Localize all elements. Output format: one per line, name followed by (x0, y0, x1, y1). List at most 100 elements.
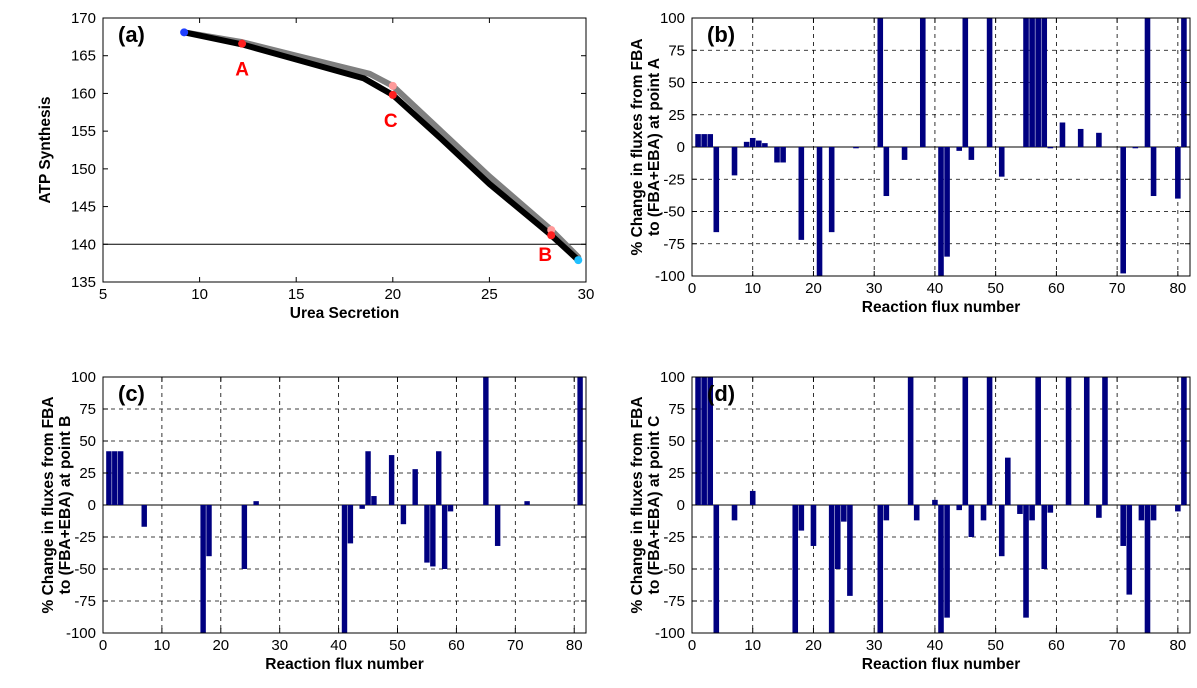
panel-d-x-tick-label: 20 (805, 637, 822, 654)
panel-c-bar (253, 501, 259, 505)
panel-d-bar (913, 505, 920, 521)
panel-a-y-tick-label: 160 (71, 85, 96, 102)
panel-a-label: (a) (118, 22, 145, 47)
panel-d-y-tick-label: -25 (663, 529, 685, 546)
panel-d-bar (986, 377, 993, 505)
panel-d-bar (968, 505, 975, 537)
panel-b-bar (816, 147, 823, 276)
panel-d-bar (1181, 377, 1187, 505)
panel-b-bar (749, 137, 756, 147)
panel-b-bar (1181, 18, 1187, 147)
panel-b-bar (998, 147, 1005, 177)
panel-d-bar (713, 505, 720, 633)
panel-c-bar (341, 505, 348, 633)
panel-d-bar (932, 499, 938, 505)
panel-c-y-axis-label-line-2: to (FBA+EBA) at point B (57, 416, 74, 595)
panel-c-bar (412, 469, 418, 505)
panel-b-bar (1029, 18, 1035, 147)
panel-b-y-axis-label-line-2: to (FBA+EBA) at point A (646, 58, 663, 236)
panel-d-x-tick-label: 10 (744, 637, 761, 654)
panel-d-bar (1023, 505, 1029, 618)
panel-b-bar (938, 147, 944, 276)
panel-b-bar (774, 147, 780, 163)
panel-b-y-tick-label: -75 (663, 236, 685, 253)
panel-b-bar (798, 147, 805, 240)
panel-a-marker-point (574, 256, 583, 265)
panel-c-bar (430, 505, 436, 567)
panel-c-bar (494, 505, 501, 546)
panel-b-y-tick-label: 0 (677, 139, 685, 156)
panel-c-x-tick-label: 20 (212, 637, 229, 654)
panel-b-bar (1059, 122, 1066, 147)
panel-b-y-tick-label: 75 (668, 42, 685, 59)
panel-c-y-tick-label: 75 (79, 401, 96, 418)
panel-b-bar (780, 147, 786, 163)
panel-c-label: (c) (118, 381, 145, 406)
panel-d-flux-change-point-c-chart: 0 10 20 30 40 50 60 70 80 -100 -75 -50 -25 0 25 50 75 100… (629, 369, 1191, 673)
panel-d-x-tick-label: 50 (987, 637, 1004, 654)
panel-d-bar (1144, 505, 1151, 633)
panel-d-bar (1120, 505, 1126, 546)
panel-c-bar (359, 505, 365, 509)
panel-a-x-tick-label: 25 (481, 286, 498, 303)
panel-d-bar (1005, 457, 1011, 505)
panel-c-x-tick-label: 10 (154, 637, 171, 654)
panel-b-bar (853, 147, 859, 149)
panel-d-x-tick-label: 40 (927, 637, 944, 654)
panel-d-bar (956, 505, 963, 511)
panel-b-bar (1175, 147, 1181, 199)
panel-b-bar (962, 18, 969, 147)
panel-b-y-tick-label: -25 (663, 171, 685, 188)
panel-b-bar (1132, 147, 1139, 149)
panel-d-x-tick-label: 70 (1109, 637, 1126, 654)
panel-a-x-tick-label: 30 (578, 286, 595, 303)
panel-b-bar (1120, 147, 1126, 274)
panel-d-bar (1035, 377, 1041, 505)
panel-d-x-tick-label: 60 (1048, 637, 1065, 654)
panel-b-bar (956, 147, 963, 151)
panel-a-x-axis-label: Urea Secretion (290, 305, 399, 322)
panel-a-y-tick-label: 140 (71, 236, 96, 253)
panel-b-bar (1150, 147, 1157, 197)
panel-d-bar (834, 505, 841, 569)
panel-c-bar (206, 505, 212, 557)
panel-a-marker-point (238, 39, 247, 48)
panel-c-y-tick-label: -100 (66, 625, 96, 642)
panel-d-bar (1065, 377, 1072, 505)
panel-d-bar (938, 505, 944, 633)
panel-b-bar (944, 147, 950, 257)
panel-c-y-tick-label: -25 (74, 529, 96, 546)
panel-c-bar (112, 451, 118, 505)
panel-c-x-axis-label: Reaction flux number (265, 656, 423, 673)
panel-b-x-tick-label: 20 (805, 280, 822, 297)
panel-d-bar (1138, 505, 1145, 521)
panel-d-y-tick-label: 50 (668, 433, 685, 450)
panel-b-bar (762, 143, 768, 147)
panel-b-x-tick-label: 50 (987, 280, 1004, 297)
panel-a-x-tick-label: 15 (288, 286, 305, 303)
panel-a-marker-point (180, 28, 189, 37)
panel-b-x-tick-label: 40 (927, 280, 944, 297)
panel-b-x-tick-label: 60 (1048, 280, 1065, 297)
panel-d-y-tick-label: 0 (677, 497, 685, 514)
panel-d-bar (1150, 505, 1157, 521)
panel-d-x-tick-label: 0 (688, 637, 696, 654)
panel-c-y-tick-label: -75 (74, 593, 96, 610)
panel-a-point-label-c: C (384, 111, 398, 132)
panel-d-y-axis-label-line-1: % Change in fluxes from FBA (629, 396, 646, 613)
panel-c-bar (388, 455, 395, 505)
panel-c-x-tick-label: 0 (99, 637, 107, 654)
panel-a-y-tick-label: 145 (71, 199, 96, 216)
panel-d-bar (828, 505, 835, 633)
panel-b-bar (1077, 128, 1084, 147)
panel-b-bar (883, 147, 890, 197)
panel-b-bar (877, 18, 884, 147)
panel-d-y-tick-label: -100 (655, 625, 685, 642)
panel-d-bar (731, 505, 738, 521)
panel-d-bar (749, 490, 756, 505)
panel-c-x-tick-label: 30 (271, 637, 288, 654)
panel-c-bar (141, 505, 147, 527)
panel-b-bar (968, 147, 975, 160)
panel-c-x-tick-label: 80 (566, 637, 583, 654)
panel-c-bar (577, 377, 583, 505)
